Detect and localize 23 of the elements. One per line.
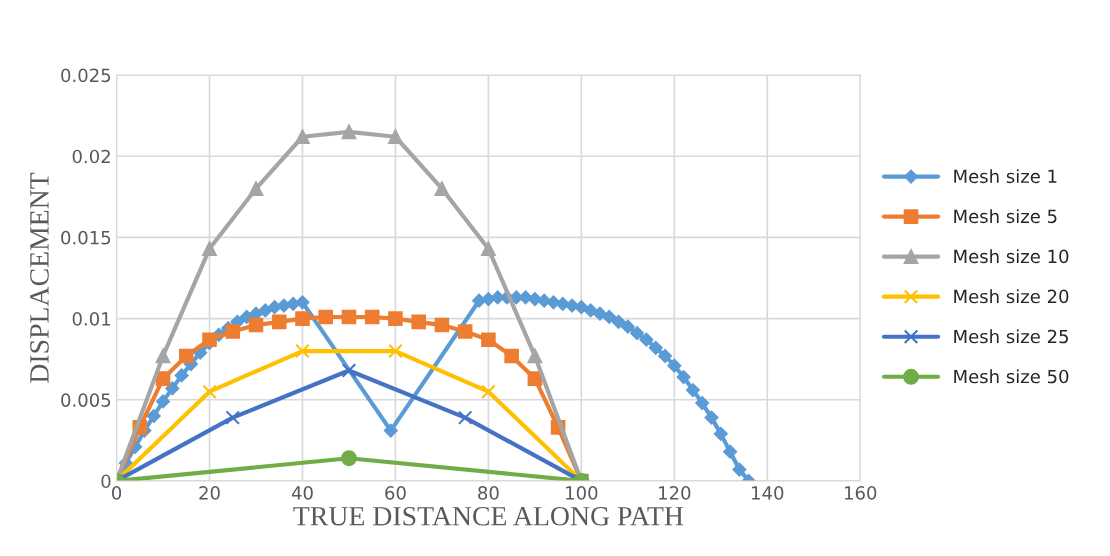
legend-label: Mesh size 20 (954, 289, 1069, 304)
y-tick-label: 0.02 (72, 149, 110, 164)
legend-label: Mesh size 10 (954, 249, 1069, 264)
legend-label: Mesh size 1 (954, 169, 1057, 184)
legend-label: Mesh size 5 (954, 209, 1057, 224)
x-tick-label: 160 (845, 486, 877, 500)
y-tick-label: 0.025 (61, 68, 111, 83)
x-tick-label: 100 (566, 486, 598, 500)
y-tick-label: 0.015 (61, 230, 111, 245)
legend-label: Mesh size 25 (954, 329, 1068, 344)
x-tick-label: 40 (291, 486, 313, 500)
y-axis-title: DISPLACEMENT (30, 172, 49, 383)
y-tick-label: 0.005 (61, 393, 111, 407)
y-tick-label: 0 (101, 474, 111, 489)
x-tick-label: 80 (478, 486, 499, 500)
x-axis-title: TRUE DISTANCE ALONG PATH (293, 506, 684, 526)
x-tick-label: 140 (752, 486, 784, 500)
x-tick-label: 20 (199, 486, 220, 500)
x-tick-label: 120 (659, 486, 691, 500)
x-tick-label: 0 (112, 486, 122, 500)
y-tick-label: 0.01 (72, 312, 111, 326)
x-tick-label: 60 (385, 486, 406, 500)
legend-label: Mesh size 50 (954, 369, 1069, 384)
